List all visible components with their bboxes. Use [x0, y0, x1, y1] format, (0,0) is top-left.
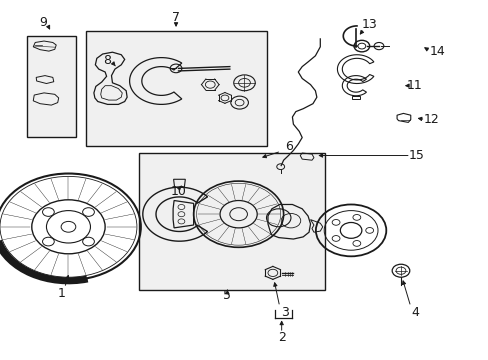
Bar: [85, 31, 266, 146]
Bar: [139, 153, 325, 290]
Text: 10: 10: [170, 185, 186, 198]
Text: 14: 14: [429, 45, 445, 58]
Text: 4: 4: [411, 306, 419, 319]
Text: 8: 8: [103, 54, 111, 67]
Text: 15: 15: [408, 149, 424, 162]
Polygon shape: [101, 86, 122, 100]
Text: 6: 6: [285, 140, 293, 153]
Text: 12: 12: [423, 113, 439, 126]
Text: 11: 11: [406, 79, 422, 92]
Text: 3: 3: [280, 306, 288, 319]
Bar: [27, 36, 76, 137]
Text: 13: 13: [361, 18, 376, 31]
Text: 5: 5: [223, 289, 231, 302]
Text: 1: 1: [57, 287, 65, 300]
Text: 2: 2: [277, 331, 285, 344]
Text: 7: 7: [172, 11, 180, 24]
Text: 9: 9: [39, 16, 47, 29]
